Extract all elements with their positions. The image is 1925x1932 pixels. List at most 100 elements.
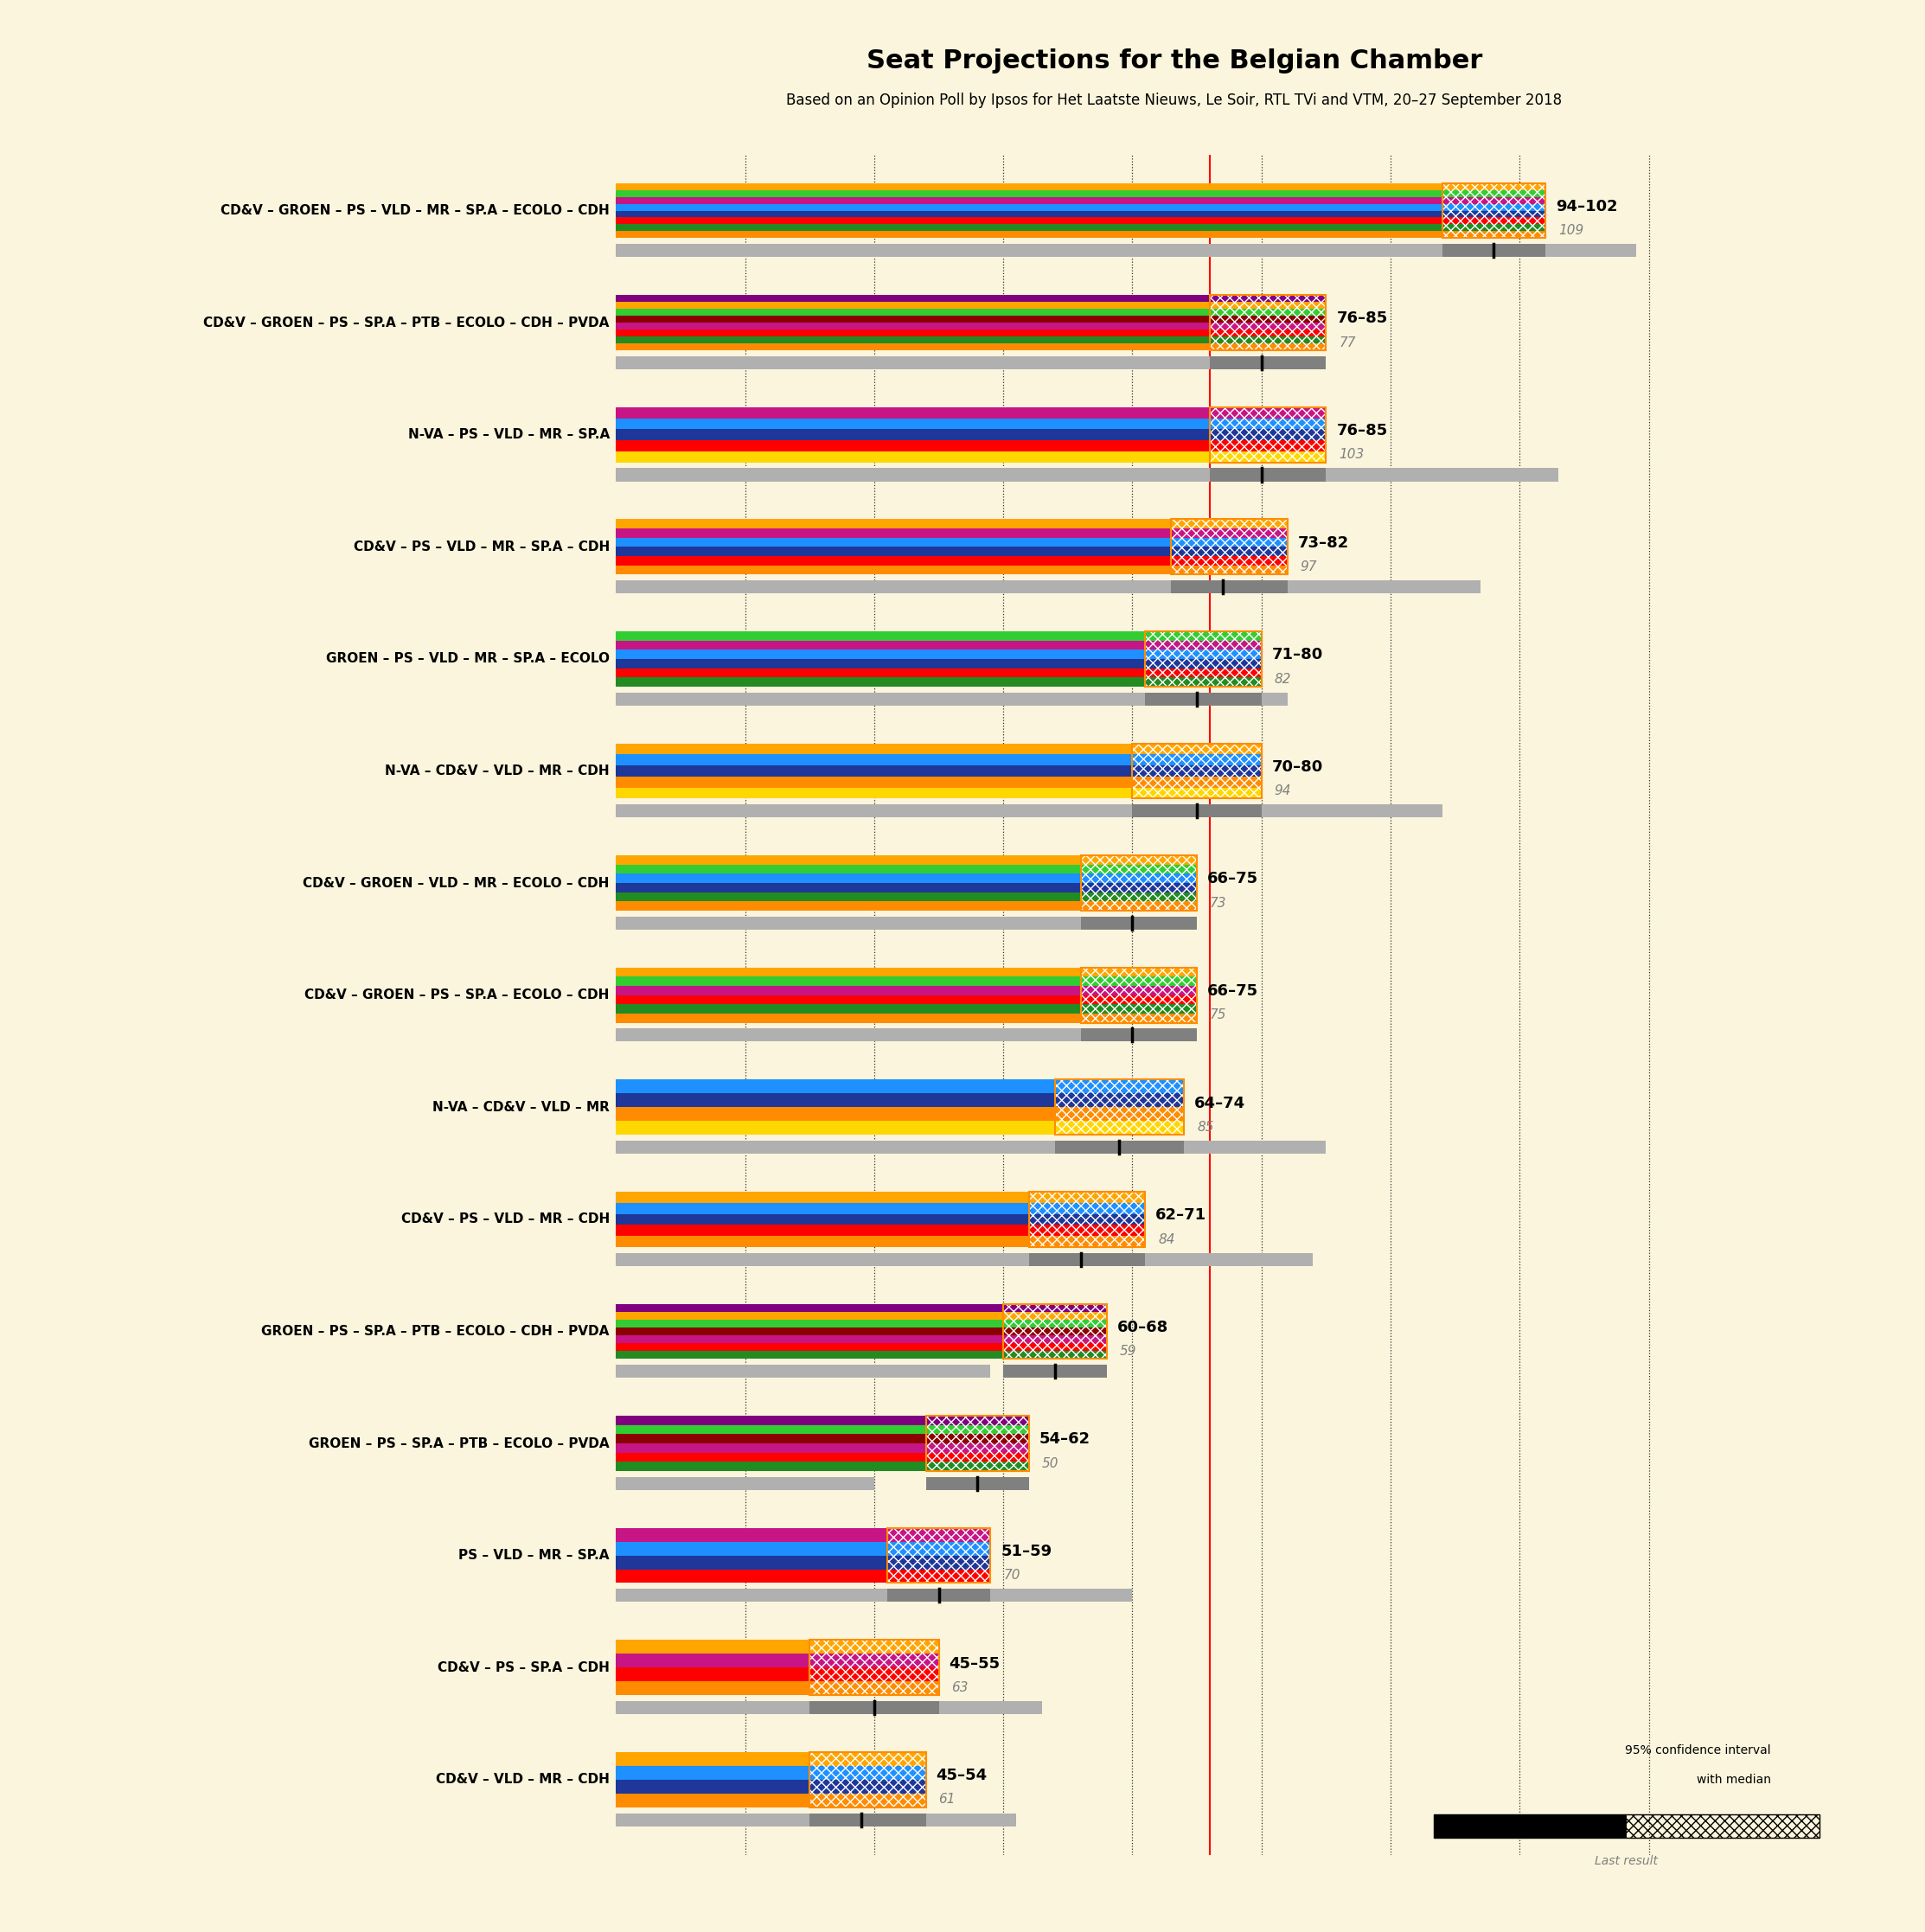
Bar — [1003, 1364, 1107, 1378]
Text: 94–102: 94–102 — [1555, 199, 1617, 214]
Bar — [616, 1453, 1030, 1463]
Text: 64–74: 64–74 — [1194, 1095, 1245, 1111]
Bar — [616, 1640, 939, 1654]
Text: CD&V – PS – VLD – MR – CDH: CD&V – PS – VLD – MR – CDH — [400, 1213, 610, 1225]
Bar — [616, 440, 1326, 452]
Text: 97: 97 — [1299, 560, 1317, 574]
Bar — [616, 1350, 1107, 1358]
Text: CD&V – GROEN – PS – SP.A – PTB – ECOLO – CDH – PVDA: CD&V – GROEN – PS – SP.A – PTB – ECOLO –… — [204, 317, 610, 328]
Bar — [616, 1528, 989, 1542]
Bar — [616, 547, 1288, 556]
Bar — [616, 1204, 1145, 1213]
Text: 66–75: 66–75 — [1207, 983, 1259, 999]
Text: 45–54: 45–54 — [936, 1768, 988, 1783]
Bar — [926, 1416, 1030, 1470]
Bar — [616, 296, 1326, 301]
Bar — [616, 1327, 1107, 1335]
Bar — [810, 1700, 939, 1714]
Text: 61: 61 — [939, 1793, 955, 1806]
Bar — [616, 744, 1261, 755]
Bar — [616, 985, 1197, 995]
Bar — [616, 649, 1261, 659]
Bar — [616, 408, 1326, 417]
Text: 103: 103 — [1340, 448, 1365, 462]
Bar — [616, 856, 1197, 866]
Bar — [616, 315, 1326, 323]
Bar — [1080, 968, 1197, 1022]
Bar — [1209, 296, 1326, 350]
Text: 62–71: 62–71 — [1155, 1208, 1207, 1223]
Text: 60–68: 60–68 — [1116, 1320, 1168, 1335]
Bar — [1170, 580, 1288, 593]
Bar — [616, 203, 1546, 211]
Bar — [1132, 744, 1261, 798]
Bar — [616, 556, 1288, 566]
Bar — [1080, 968, 1197, 1022]
Bar — [616, 1107, 1184, 1121]
Bar — [616, 355, 1222, 369]
Bar — [1209, 408, 1326, 462]
Bar — [616, 678, 1261, 686]
Bar — [1442, 184, 1546, 238]
Bar — [616, 866, 1197, 873]
Bar — [1030, 1252, 1145, 1265]
Bar — [926, 1416, 1030, 1470]
Bar — [616, 1014, 1197, 1022]
Bar — [616, 893, 1197, 902]
Bar — [1132, 804, 1261, 817]
Text: with median: with median — [1696, 1774, 1771, 1785]
Bar — [616, 417, 1326, 429]
Text: 71–80: 71–80 — [1272, 647, 1322, 663]
Bar — [616, 452, 1326, 462]
Bar — [616, 1569, 989, 1582]
Bar — [616, 429, 1326, 440]
Text: 75: 75 — [1209, 1009, 1226, 1022]
Bar — [616, 197, 1546, 203]
Bar — [616, 1443, 1030, 1453]
Bar — [616, 529, 1288, 537]
Bar — [616, 1192, 1145, 1204]
Bar — [616, 218, 1546, 224]
Bar — [616, 189, 1546, 197]
Bar — [616, 978, 1197, 985]
Bar — [616, 1681, 939, 1694]
Bar — [616, 1766, 926, 1779]
Bar — [1209, 408, 1326, 462]
Bar — [616, 1335, 1107, 1343]
Bar — [616, 243, 1636, 257]
Text: 70: 70 — [1003, 1569, 1020, 1582]
Bar — [810, 1640, 939, 1694]
Bar — [616, 330, 1326, 336]
Bar — [1030, 1192, 1145, 1246]
Text: 66–75: 66–75 — [1207, 871, 1259, 887]
Bar — [1080, 916, 1197, 929]
Text: CD&V – PS – VLD – MR – SP.A – CDH: CD&V – PS – VLD – MR – SP.A – CDH — [354, 541, 610, 553]
Text: 50: 50 — [1041, 1457, 1059, 1470]
Text: N-VA – CD&V – VLD – MR: N-VA – CD&V – VLD – MR — [433, 1101, 610, 1113]
Text: 73–82: 73–82 — [1297, 535, 1349, 551]
Bar — [616, 1080, 1184, 1094]
Bar — [616, 232, 1546, 238]
Bar — [616, 995, 1197, 1005]
Bar — [616, 1667, 939, 1681]
Bar — [1442, 243, 1546, 257]
Bar — [616, 1236, 1145, 1246]
Bar — [1145, 632, 1261, 686]
Bar — [1030, 1192, 1145, 1246]
Text: 94: 94 — [1274, 784, 1292, 798]
Bar — [616, 883, 1197, 893]
Bar — [616, 873, 1197, 883]
Bar — [616, 1094, 1184, 1107]
Text: 109: 109 — [1559, 224, 1584, 238]
Bar — [616, 301, 1326, 309]
Text: 95% confidence interval: 95% confidence interval — [1625, 1745, 1771, 1756]
Bar — [1080, 1028, 1197, 1041]
Bar — [616, 1343, 1107, 1350]
Bar — [1434, 1814, 1627, 1837]
Text: 77: 77 — [1340, 336, 1355, 350]
Text: 73: 73 — [1209, 896, 1226, 910]
Bar — [616, 224, 1546, 232]
Bar — [616, 765, 1261, 777]
Bar — [616, 323, 1326, 330]
Bar — [616, 537, 1288, 547]
